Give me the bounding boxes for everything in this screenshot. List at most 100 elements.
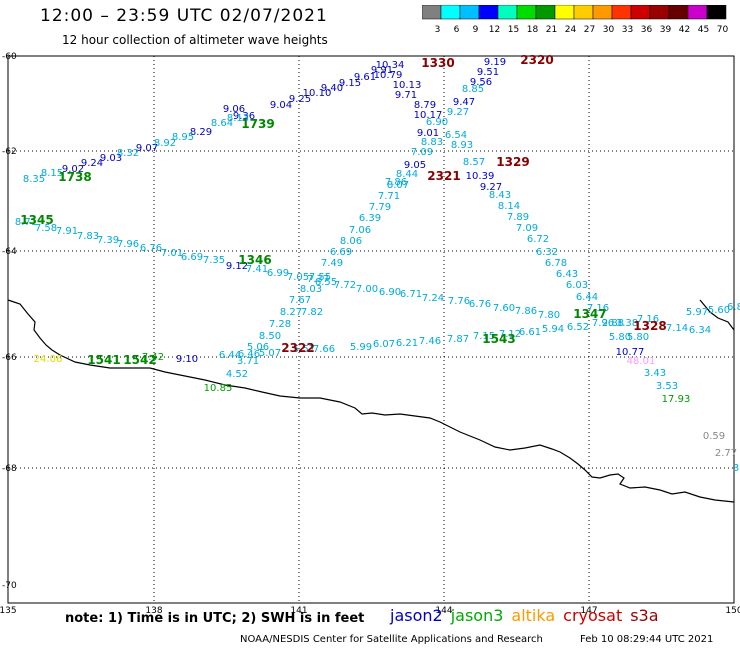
lat-label: -68 (2, 464, 17, 474)
wave-height-value: 6.8 (727, 302, 740, 313)
wave-height-value: 7.41 (246, 264, 268, 275)
pass-time-label: 1329 (496, 155, 529, 169)
colorbar-label: 45 (698, 25, 709, 35)
wave-height-value: 8.06 (340, 236, 362, 247)
pass-time-label: 2321 (427, 169, 460, 183)
wave-height-value: 7.55 (309, 272, 331, 283)
wave-height-value: 8.95 (172, 132, 194, 143)
wave-height-value: 8.32 (117, 148, 139, 159)
wave-height-value: 7.60 (493, 303, 515, 314)
wave-height-value: 3 (733, 463, 739, 474)
wave-height-value: 6.76 (140, 243, 162, 254)
footer-note: note: 1) Time is in UTC; 2) SWH is in fe… (65, 611, 365, 626)
wave-height-value: 9.05 (404, 160, 426, 171)
wave-height-value: 6.54 (445, 130, 467, 141)
wave-height-value: 0.59 (703, 431, 725, 442)
lon-label: 138 (145, 606, 162, 616)
pass-time-label: 1346 (238, 253, 271, 267)
wave-height-value: 8.43 (489, 190, 511, 201)
wave-height-value: 9.56 (470, 77, 492, 88)
colorbar-label: 39 (660, 25, 672, 35)
colorbar-label: 18 (527, 25, 539, 35)
wave-height-value: 8.15 (41, 168, 63, 179)
wave-height-value: 9.01 (417, 128, 439, 139)
wave-height-value: 8.85 (462, 84, 484, 95)
pass-time-label: 1543 (482, 332, 515, 346)
wave-height-value: 7.24 (422, 293, 444, 304)
wave-height-value: 8.64 (211, 118, 233, 129)
wave-height-value: 9.02 (62, 164, 84, 175)
wave-height-value: 3.53 (656, 381, 678, 392)
wave-height-value: 8.71 (15, 217, 37, 228)
wave-height-value: 2.88 (602, 318, 624, 329)
colorbar-label: 30 (603, 25, 615, 35)
colorbar-swatch (706, 5, 727, 20)
wave-height-value: 9.25 (289, 94, 311, 105)
colorbar-label: 9 (473, 25, 479, 35)
wave-height-value: 10.13 (393, 80, 422, 91)
wave-height-value: 9.27 (447, 107, 469, 118)
wave-height-value: 6.90 (426, 117, 448, 128)
wave-height-value: 7.12 (499, 329, 521, 340)
wave-height-value: 6.55 (315, 277, 337, 288)
wave-height-value: 9.36 (233, 111, 255, 122)
wave-height-value: 9.19 (484, 57, 506, 68)
wave-height-value: 7.46 (419, 336, 441, 347)
wave-height-value: 7.35 (203, 255, 225, 266)
colorbar-label: 6 (454, 25, 460, 35)
wave-height-value: 10.39 (466, 171, 495, 182)
colorbar-label: 70 (717, 25, 729, 35)
pass-time-label: 1739 (241, 117, 274, 131)
wave-height-value: 6.43 (556, 269, 578, 280)
wave-height-value: 8.79 (414, 100, 436, 111)
pass-time-label: 1330 (421, 56, 454, 70)
wave-height-value: 5.97 (686, 307, 708, 318)
wave-height-value: 8.93 (451, 140, 473, 151)
pass-time-label: 1328 (633, 319, 666, 333)
wave-height-value: 6.07 (373, 339, 395, 350)
wave-height-value: 17.93 (662, 394, 691, 405)
wave-height-value: 10.10 (303, 88, 332, 99)
wave-height-value: 5.94 (542, 324, 564, 335)
satellite-legend: jason2 jason3 altika cryosat s3a (390, 606, 667, 625)
footer-timestamp: Feb 10 08:29:44 UTC 2021 (580, 634, 714, 645)
footer-credit: NOAA/NESDIS Center for Satellite Applica… (240, 634, 543, 645)
wave-height-value: 5.57 (293, 344, 315, 355)
wave-height-value: 6.61 (519, 327, 541, 338)
wave-height-value: 5.99 (350, 342, 372, 353)
wave-height-value: 9.03 (100, 153, 122, 164)
wave-height-value: 6.78 (545, 258, 567, 269)
wave-height-value: 7.15 (473, 331, 495, 342)
wave-height-value: 7.83 (77, 231, 99, 242)
wave-height-value: 8.35 (23, 174, 45, 185)
wave-height-value: 7.09 (516, 223, 538, 234)
wave-height-value: 3.71 (237, 356, 259, 367)
wave-height-value: 9.07 (136, 143, 158, 154)
lon-label: 147 (580, 606, 597, 616)
wave-height-value: 7.86 (515, 306, 537, 317)
satellite-legend-item: jason2 (390, 606, 443, 625)
wave-height-value: 6.69 (181, 252, 203, 263)
wave-height-value: 9.10 (176, 354, 198, 365)
lat-label: -60 (2, 52, 17, 62)
wave-height-value: 7.79 (369, 202, 391, 213)
colorbar-label: 24 (565, 25, 577, 35)
wave-height-value: 9.40 (321, 83, 343, 94)
wave-height-value: 7.14 (666, 323, 688, 334)
lon-label: 141 (290, 606, 307, 616)
wave-height-value: 7.39 (97, 235, 119, 246)
lon-label: 135 (0, 606, 17, 616)
wave-height-value: 7.16 (637, 314, 659, 325)
pass-time-label: 1542 (123, 353, 156, 367)
wave-height-value: 9.04 (270, 100, 292, 111)
wave-height-value: 3.38 (616, 318, 638, 329)
wave-height-value: 9.27 (480, 182, 502, 193)
wave-height-value: 4.52 (226, 369, 248, 380)
wave-height-value: 6.44 (576, 292, 598, 303)
wave-height-value: 7.96 (592, 318, 614, 329)
coastline (7, 299, 735, 503)
satellite-legend-item: cryosat (563, 606, 623, 625)
wave-height-value: 8.07 (387, 180, 409, 191)
